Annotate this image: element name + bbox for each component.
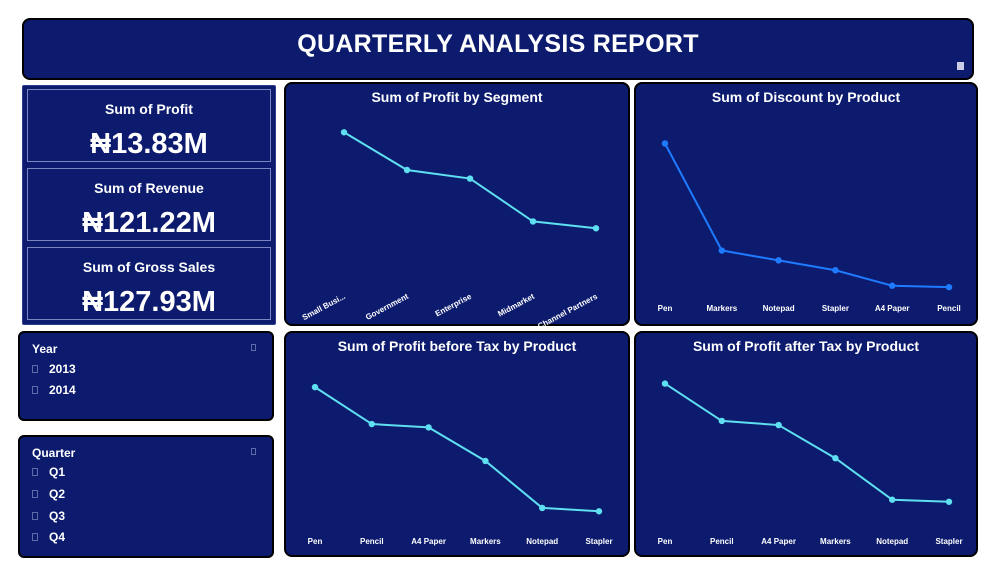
option-label: Q4 [49, 530, 66, 544]
x-tick-label: Stapler [585, 537, 612, 546]
x-tick-label: Pencil [937, 304, 961, 313]
data-point[interactable] [482, 457, 489, 465]
year-slicer: Year 2013 2014 [18, 331, 274, 421]
year-option-2013[interactable]: 2013 [32, 362, 76, 376]
line-chart[interactable]: Pen Pencil A4 Paper Markers Notepad Stapler [286, 333, 632, 559]
quarter-option-q1[interactable]: Q1 [32, 465, 65, 479]
chart-title: Sum of Profit after Tax by Product [692, 338, 920, 354]
data-point[interactable] [718, 247, 725, 254]
option-label: Q3 [49, 509, 66, 523]
x-tick-label: A4 Paper [411, 537, 446, 546]
chart-title: Sum of Profit by Segment [371, 89, 543, 105]
x-tick-label: Pencil [710, 537, 734, 546]
data-point[interactable] [832, 267, 839, 274]
data-point[interactable] [592, 225, 600, 232]
x-tick-label: Markers [706, 304, 737, 313]
option-label: 2014 [49, 383, 76, 397]
data-point[interactable] [718, 417, 725, 425]
quarter-option-q4[interactable]: Q4 [32, 530, 65, 544]
x-tick-label: A4 Paper [875, 304, 910, 313]
checkbox-icon[interactable] [32, 386, 38, 394]
series-line [664, 143, 950, 289]
x-tick-label: Stapler [822, 304, 849, 313]
data-point[interactable] [832, 455, 839, 462]
x-tick-label: Notepad [876, 537, 908, 546]
x-tick-label: Notepad [763, 304, 795, 313]
data-point[interactable] [466, 175, 474, 182]
x-tick-label: Small Busi... [301, 292, 347, 322]
focus-mode-icon[interactable] [957, 62, 964, 70]
data-point[interactable] [311, 383, 319, 391]
year-slicer-title: Year [32, 342, 58, 356]
x-tick-label: Markers [470, 537, 501, 546]
data-point[interactable] [661, 140, 669, 147]
data-point[interactable] [425, 424, 432, 431]
kpi-value: ₦13.83M [90, 128, 208, 160]
data-point[interactable] [340, 129, 348, 136]
kpi-card-revenue: Sum of Revenue ₦121.22M [27, 168, 271, 241]
data-point[interactable] [539, 504, 546, 512]
quarter-slicer-title: Quarter [32, 446, 76, 460]
kpi-group: Sum of Profit ₦13.83M Sum of Revenue ₦12… [22, 85, 276, 325]
line-chart[interactable]: Pen Pencil A4 Paper Markers Notepad Stapler [636, 333, 980, 559]
data-point[interactable] [403, 166, 411, 174]
report-title: QUARTERLY ANALYSIS REPORT [297, 30, 699, 58]
data-point[interactable] [775, 421, 782, 429]
series-line [664, 382, 950, 503]
data-point[interactable] [595, 508, 603, 515]
chart-discount-by-product: Sum of Discount by Product Pen Markers Not… [634, 82, 978, 326]
kpi-card-gross-sales: Sum of Gross Sales ₦127.93M [27, 247, 271, 320]
x-tick-label: Pencil [360, 537, 384, 546]
kpi-value: ₦121.22M [82, 207, 216, 239]
x-tick-label: Pen [658, 537, 673, 546]
x-tick-label: Midmarket [496, 292, 536, 319]
chart-profit-by-segment: Sum of Profit by Segment Small Busi... Go… [284, 82, 632, 328]
checkbox-icon[interactable] [32, 365, 38, 373]
data-point[interactable] [661, 380, 669, 387]
kpi-label: Sum of Profit [105, 101, 193, 117]
slicer-menu-icon[interactable] [251, 344, 256, 351]
chart-profit-before-tax-by-product: Sum of Profit before Tax by Product Pen P… [284, 331, 630, 557]
x-tick-label: Pen [658, 304, 673, 313]
data-point[interactable] [889, 282, 896, 289]
option-label: Q2 [49, 487, 66, 501]
x-tick-label: Government [364, 292, 410, 322]
data-point[interactable] [945, 498, 953, 505]
checkbox-icon[interactable] [32, 512, 38, 520]
kpi-label: Sum of Gross Sales [82, 259, 216, 275]
line-chart[interactable]: Small Busi... Government Enterprise Midmark… [286, 84, 632, 328]
slicer-menu-icon[interactable] [251, 448, 256, 455]
data-point[interactable] [529, 218, 537, 225]
x-tick-label: Stapler [935, 537, 962, 546]
line-chart[interactable]: Pen Markers Notepad Stapler A4 Paper Pencil [636, 84, 980, 328]
x-tick-label: Channel Partners [536, 292, 599, 328]
kpi-card-profit: Sum of Profit ₦13.83M [27, 89, 271, 162]
option-label: 2013 [49, 362, 76, 376]
data-point[interactable] [945, 283, 953, 291]
quarter-slicer: Quarter Q1 Q2 Q3 Q4 [18, 435, 274, 558]
data-point[interactable] [889, 496, 896, 503]
report-header: QUARTERLY ANALYSIS REPORT [22, 18, 974, 80]
x-tick-label: Markers [820, 537, 851, 546]
x-tick-label: A4 Paper [761, 537, 796, 546]
quarter-option-q2[interactable]: Q2 [32, 487, 65, 501]
data-point[interactable] [775, 257, 782, 264]
checkbox-icon[interactable] [32, 533, 38, 541]
x-tick-label: Pen [308, 537, 323, 546]
quarter-option-q3[interactable]: Q3 [32, 509, 65, 523]
kpi-label: Sum of Revenue [94, 180, 204, 196]
x-tick-label: Enterprise [434, 292, 474, 319]
checkbox-icon[interactable] [32, 490, 38, 498]
chart-profit-after-tax-by-product: Sum of Profit after Tax by Product Pen Pe… [634, 331, 978, 557]
kpi-value: ₦127.93M [82, 286, 216, 318]
x-tick-label: Notepad [526, 537, 558, 546]
checkbox-icon[interactable] [32, 468, 38, 476]
chart-title: Sum of Discount by Product [711, 89, 901, 105]
year-option-2014[interactable]: 2014 [32, 383, 76, 397]
series-line [314, 386, 600, 513]
option-label: Q1 [49, 465, 66, 479]
chart-title: Sum of Profit before Tax by Product [337, 338, 577, 354]
data-point[interactable] [368, 420, 375, 428]
